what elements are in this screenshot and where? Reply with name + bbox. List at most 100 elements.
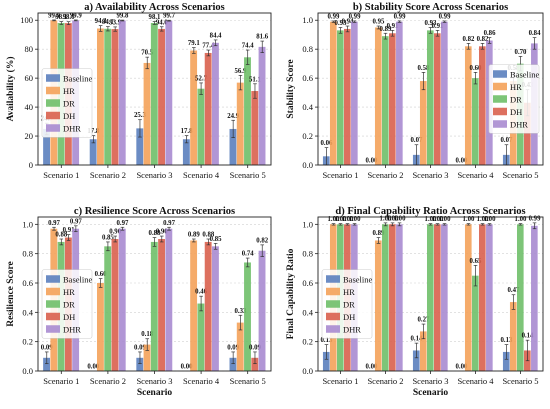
data-label: 99.7 — [163, 13, 175, 20]
data-label: 0.33 — [234, 308, 246, 315]
data-label: 52.7 — [195, 75, 207, 82]
legend-swatch-dhr — [46, 325, 60, 333]
data-label: 0.88 — [55, 232, 67, 239]
bar-hr-4 — [190, 50, 198, 165]
bar-dh-1 — [344, 28, 351, 165]
legend-swatch-baseline — [493, 70, 507, 78]
data-label: 0.91 — [432, 23, 444, 30]
data-label: 0.00 — [456, 158, 468, 165]
data-label: 0.09 — [41, 344, 53, 351]
data-label: 56.9 — [234, 68, 246, 75]
bar-dhr-2 — [118, 20, 126, 165]
data-label: 1.00 — [515, 216, 527, 223]
data-label: 99.8 — [116, 13, 128, 20]
bar-hr-3 — [143, 62, 151, 165]
data-label: 0.97 — [70, 218, 82, 225]
data-label: 0.99 — [394, 13, 406, 20]
data-label: 81.6 — [256, 34, 268, 41]
data-label: 0.00 — [456, 364, 468, 371]
y-tick-label: 0.0 — [22, 366, 33, 376]
bar-dr-5 — [244, 262, 251, 371]
data-label: 0.60 — [95, 271, 107, 278]
data-label: 0.89 — [380, 26, 392, 33]
data-label: 0.58 — [418, 65, 430, 72]
legend-box — [321, 269, 373, 339]
y-tick-label: 0.2 — [22, 337, 33, 347]
bar-dh-3 — [158, 28, 166, 165]
bar-dh-4 — [204, 52, 212, 165]
data-label: 1.00 — [463, 216, 475, 223]
bar-dh-4 — [204, 241, 212, 371]
data-label: 77.4 — [202, 43, 214, 50]
bar-dhr-4 — [486, 224, 493, 371]
chart-title: c) Resilience Score Across Scenarios — [74, 206, 235, 217]
bar-hr-2 — [96, 283, 104, 371]
legend-swatch-dhr — [493, 120, 507, 128]
data-label: 0.99 — [529, 215, 541, 222]
legend-box — [488, 64, 540, 134]
data-label: 0.74 — [242, 251, 254, 258]
data-label: 0.13 — [321, 337, 333, 344]
data-label: 0.88 — [149, 230, 161, 237]
bar-dhr-2 — [118, 228, 126, 371]
data-label: 0.18 — [141, 331, 153, 338]
y-tick-label: 1.0 — [22, 219, 33, 229]
x-tick-label: Scenario 4 — [457, 376, 494, 386]
data-label: 0.09 — [134, 344, 146, 351]
legend: Baseline HR DR DH DHR — [41, 68, 92, 138]
data-label: 0.07 — [411, 137, 423, 144]
legend-swatch-dr — [493, 95, 507, 103]
data-label: 0.91 — [387, 23, 399, 30]
x-tick-label: Scenario 2 — [367, 376, 403, 386]
data-label: 98.0 — [63, 14, 75, 21]
bar-dhr-3 — [165, 20, 173, 166]
bar-baseline-1 — [322, 351, 330, 371]
data-label: 70.5 — [141, 50, 153, 57]
y-tick-label: 0.4 — [302, 102, 313, 112]
y-tick-label: 0.4 — [302, 307, 313, 317]
x-tick-label: Scenario 5 — [502, 170, 538, 180]
bar-dh-5 — [251, 357, 259, 371]
bar-dr-2 — [381, 224, 389, 371]
bar-baseline-3 — [136, 128, 144, 165]
bar-hr-2 — [374, 27, 382, 165]
data-label: 1.00 — [477, 216, 489, 223]
data-label: 98.1 — [55, 14, 67, 21]
legend-label-dh: DH — [343, 312, 355, 322]
bar-dr-3 — [150, 241, 158, 371]
y-tick-label: 0.0 — [302, 366, 313, 376]
y-tick-label: 0.6 — [22, 278, 33, 288]
y-tick-label: 0.2 — [302, 337, 313, 347]
data-label: 0.82 — [463, 36, 475, 43]
bar-hr-5 — [236, 322, 244, 371]
y-tick-label: 1.0 — [302, 219, 313, 229]
y-axis-label: Resilience Score — [6, 261, 16, 327]
data-label: 1.00 — [380, 215, 392, 222]
data-label: 0.06 — [321, 140, 333, 147]
bar-baseline-1 — [43, 357, 50, 371]
legend-label-dhr: DHR — [343, 324, 361, 334]
bar-dh-4 — [479, 224, 486, 371]
bar-baseline-3 — [412, 350, 420, 371]
bar-dhr-4 — [212, 246, 219, 371]
bar-dhr-2 — [396, 224, 403, 371]
legend-label-dr: DR — [63, 299, 75, 309]
bar-dhr-3 — [441, 224, 448, 371]
x-tick-label: Scenario 4 — [183, 376, 220, 386]
legend-swatch-hr — [326, 287, 340, 296]
bar-baseline-1 — [43, 128, 50, 165]
y-tick-label: 20 — [25, 131, 34, 141]
y-tick-label: 0.6 — [302, 73, 313, 83]
y-tick-label: 60 — [25, 73, 34, 83]
data-label: 24.9 — [227, 113, 239, 120]
x-tick-label: Scenario 2 — [90, 170, 126, 180]
legend-label-hr: HR — [343, 287, 355, 297]
legend-box — [41, 269, 93, 339]
bar-hr-4 — [464, 224, 472, 371]
y-tick-label: 0.4 — [22, 307, 33, 317]
bar-baseline-3 — [136, 357, 144, 371]
x-tick-label: Scenario 4 — [183, 170, 220, 180]
data-label: 17.8 — [181, 128, 193, 135]
legend-label-dr: DR — [343, 299, 355, 309]
x-tick-label: Scenario 3 — [136, 170, 172, 180]
